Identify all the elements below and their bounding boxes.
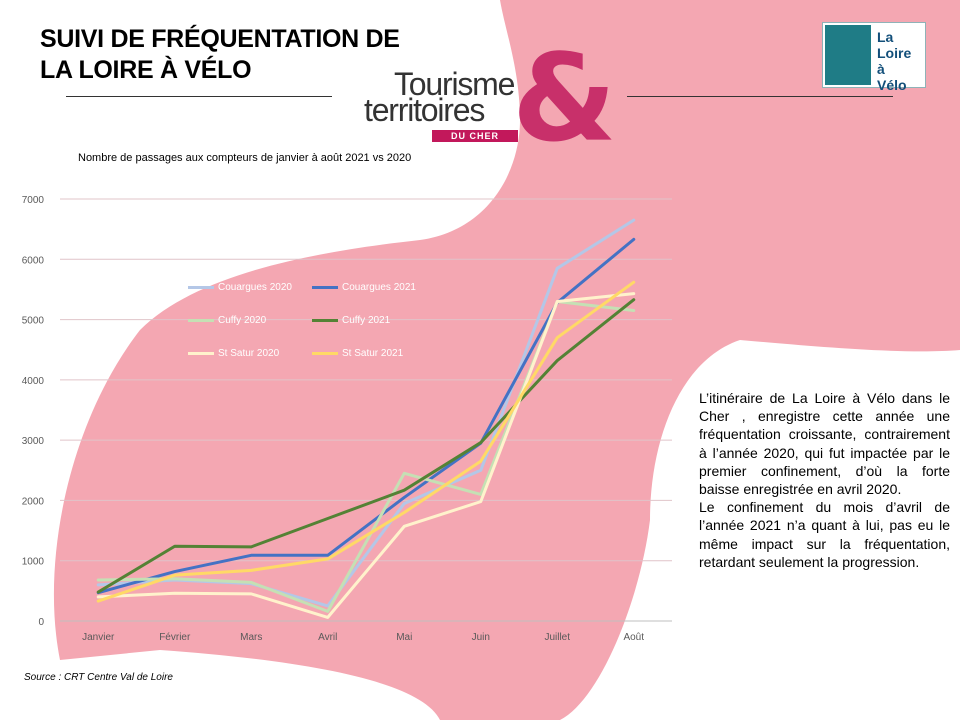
y-tick-label: 2000: [22, 496, 45, 507]
legend-swatch: [312, 319, 338, 322]
legend-item: Cuffy 2021: [312, 315, 390, 326]
y-tick-label: 6000: [22, 255, 45, 266]
loire-a-velo-emblem-icon: [825, 25, 871, 85]
legend-label: Cuffy 2021: [342, 315, 391, 326]
legend-swatch: [188, 352, 214, 355]
x-tick-label: Janvier: [82, 632, 115, 643]
y-tick-label: 4000: [22, 376, 45, 387]
commentary-paragraph-2: Le confinement du mois d’avril de l’anné…: [699, 499, 950, 570]
page-title: SUIVI DE FRÉQUENTATION DE LA LOIRE À VÉL…: [40, 25, 400, 84]
legend-swatch: [188, 319, 214, 322]
y-tick-label: 5000: [22, 316, 45, 327]
legend-item: Couargues 2021: [312, 282, 416, 293]
x-tick-label: Mai: [396, 632, 412, 643]
legend-swatch: [312, 352, 338, 355]
x-tick-label: Juin: [472, 632, 490, 643]
legend-label: St Satur 2021: [342, 348, 404, 359]
ampersand-mark: &: [512, 30, 617, 169]
legend-label: Couargues 2021: [342, 282, 416, 293]
chart-title: Nombre de passages aux compteurs de janv…: [78, 152, 412, 164]
y-tick-label: 3000: [22, 436, 45, 447]
series-line-couargues-2020: [96, 218, 636, 608]
title-rule-right: [627, 96, 893, 97]
series-line-st-satur-2020: [96, 292, 636, 619]
x-tick-label: Août: [623, 632, 644, 643]
source-label: Source : CRT Centre Val de Loire: [24, 672, 173, 683]
line-chart: 0 1000 2000 3000 4000 5000 6000 7000 Janvier Févr…: [22, 195, 672, 643]
series-line-st-satur-2021: [96, 280, 636, 603]
commentary-paragraph-1: L’itinéraire de La Loire à Vélo dans le …: [699, 390, 950, 498]
x-tick-label: Juillet: [544, 632, 570, 643]
x-tick-label: Février: [159, 632, 191, 643]
legend-swatch: [188, 286, 214, 289]
legend-label: St Satur 2020: [218, 348, 280, 359]
loire-a-velo-logo: La Loire à Vélo: [822, 22, 926, 93]
legend-label: Couargues 2020: [218, 282, 292, 293]
y-tick-label: 0: [38, 617, 44, 628]
x-tick-label: Avril: [318, 632, 337, 643]
title-rule-left: [66, 96, 332, 97]
legend-label: Cuffy 2020: [218, 315, 267, 326]
y-tick-label: 1000: [22, 557, 45, 568]
legend-swatch: [312, 286, 338, 289]
x-tick-label: Mars: [240, 632, 262, 643]
legend-item: St Satur 2021: [312, 348, 403, 359]
legend-item: Cuffy 2020: [188, 315, 266, 326]
commentary-text: L’itinéraire de La Loire à Vélo dans le …: [699, 389, 950, 571]
legend-item: Couargues 2020: [188, 282, 292, 293]
series-line-cuffy-2021: [96, 298, 636, 594]
series-line-couargues-2021: [96, 237, 636, 595]
y-tick-label: 7000: [22, 195, 45, 206]
tourisme-territoires-logo: & Tourisme territoires DU CHER: [364, 30, 617, 169]
legend-item: St Satur 2020: [188, 348, 279, 359]
